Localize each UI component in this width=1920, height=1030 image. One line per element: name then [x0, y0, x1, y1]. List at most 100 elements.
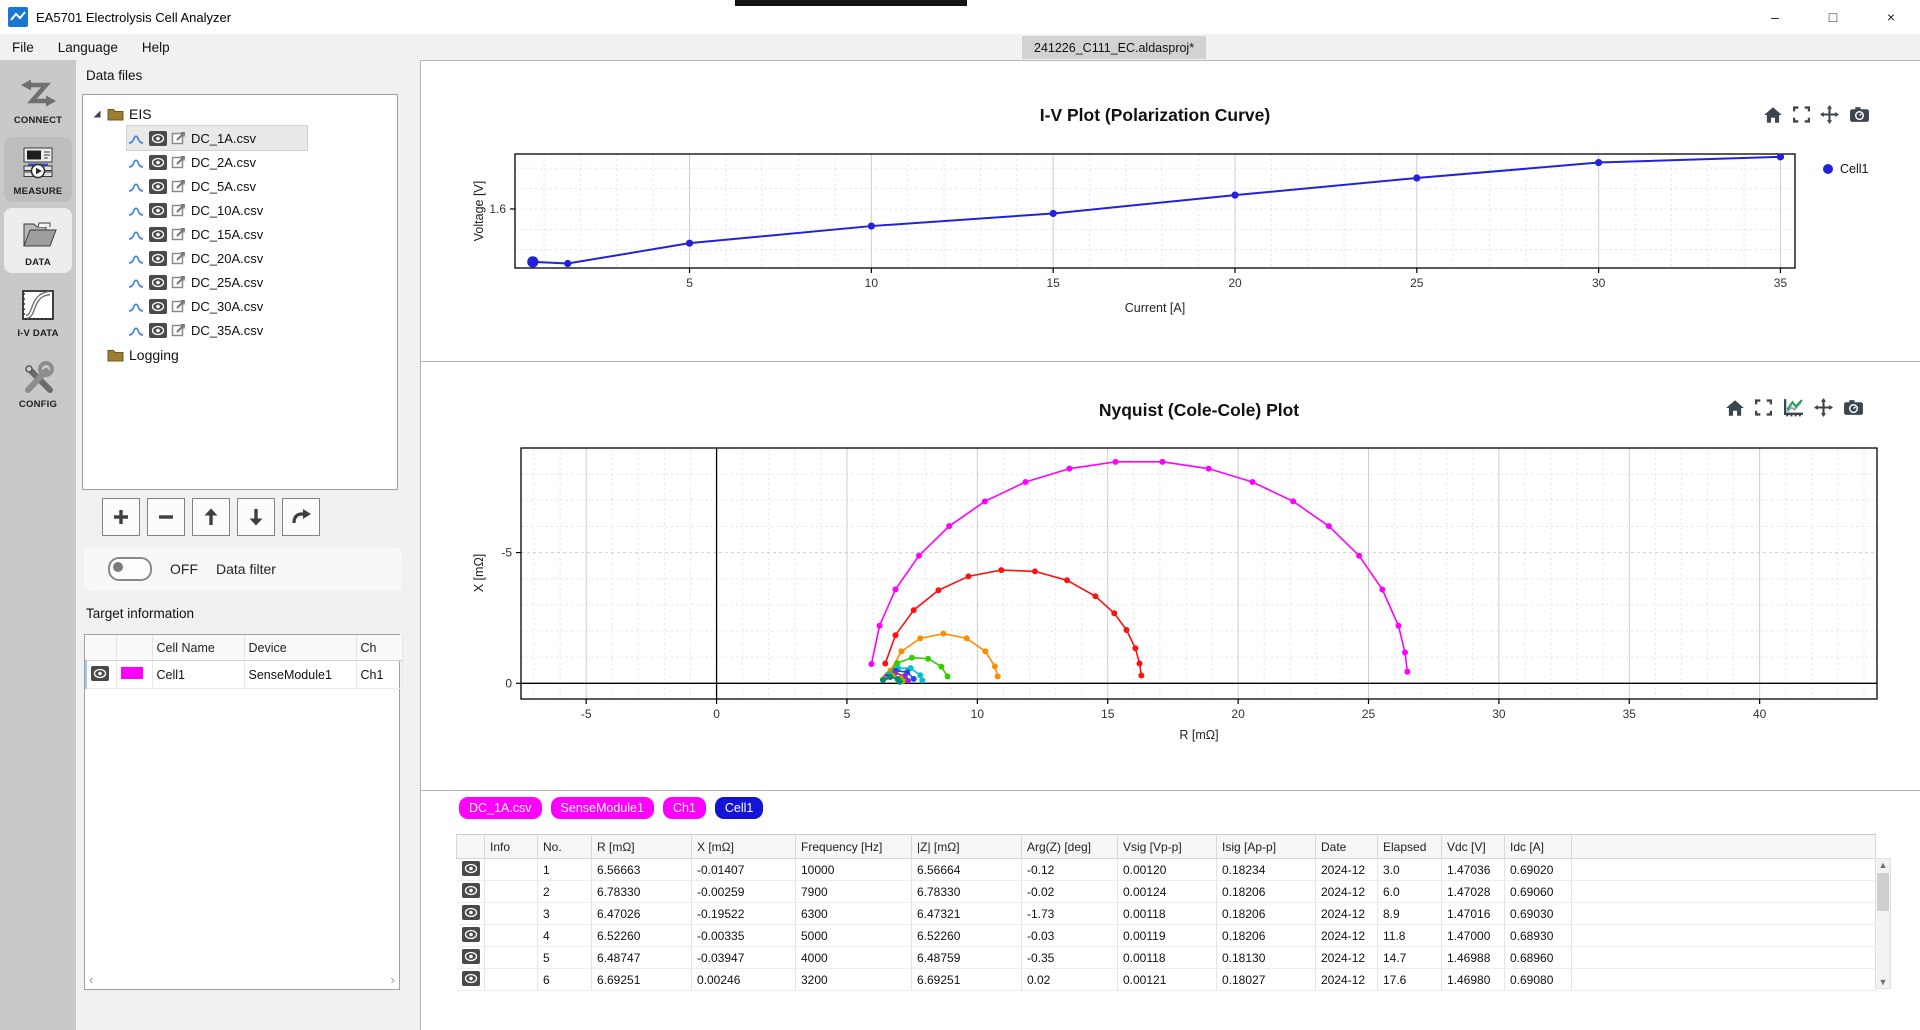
- move-up-button[interactable]: [192, 498, 230, 536]
- home-icon[interactable]: [1763, 106, 1783, 124]
- edit-export-icon[interactable]: [171, 202, 187, 218]
- menu-help[interactable]: Help: [141, 39, 170, 55]
- minimize-button[interactable]: –: [1771, 9, 1779, 25]
- tree-item-file[interactable]: DC_25A.csv: [127, 270, 307, 294]
- export-file-button[interactable]: [282, 498, 320, 536]
- table-column-header[interactable]: Info: [484, 834, 538, 859]
- sidebar-item-iv-data[interactable]: I-V DATA: [4, 279, 72, 344]
- visibility-eye-icon[interactable]: [149, 226, 167, 242]
- menu-language[interactable]: Language: [57, 39, 118, 55]
- visibility-eye-icon[interactable]: [149, 274, 167, 290]
- scroll-down-arrow[interactable]: ▼: [1878, 977, 1888, 987]
- tree-item-file[interactable]: DC_5A.csv: [127, 174, 307, 198]
- table-column-header[interactable]: Isig [Ap-p]: [1216, 834, 1316, 859]
- move-down-button[interactable]: [237, 498, 275, 536]
- table-column-header[interactable]: R [mΩ]: [591, 834, 692, 859]
- visibility-eye-icon[interactable]: [149, 298, 167, 314]
- visibility-eye-icon[interactable]: [149, 322, 167, 338]
- table-row[interactable]: 6 6.69251 0.00246 3200 6.69251 0.02 0.00121 0.1…: [456, 968, 1876, 991]
- scroll-up-arrow[interactable]: ▲: [1878, 860, 1888, 870]
- wave-plot-icon[interactable]: [127, 154, 145, 170]
- sidebar-item-measure[interactable]: MEASURE: [4, 137, 72, 202]
- tree-item-file[interactable]: DC_2A.csv: [127, 150, 307, 174]
- edit-export-icon[interactable]: [171, 154, 187, 170]
- table-row[interactable]: 1 6.56663 -0.01407 10000 6.56664 -0.12 0.00120…: [456, 858, 1876, 881]
- table-column-header[interactable]: Vdc [V]: [1441, 834, 1505, 859]
- table-column-header[interactable]: No.: [537, 834, 592, 859]
- wave-plot-icon[interactable]: [127, 298, 145, 314]
- edit-export-icon[interactable]: [171, 130, 187, 146]
- sidebar-item-data[interactable]: DATA: [4, 208, 72, 273]
- tree-item-file[interactable]: DC_30A.csv: [127, 294, 307, 318]
- edit-export-icon[interactable]: [171, 298, 187, 314]
- tree-item-file[interactable]: DC_1A.csv: [126, 125, 308, 151]
- fullscreen-icon[interactable]: [1755, 399, 1772, 416]
- visibility-eye-icon[interactable]: [461, 971, 480, 986]
- table-row[interactable]: 2 6.78330 -0.00259 7900 6.78330 -0.02 0.00124 0…: [456, 880, 1876, 903]
- home-icon[interactable]: [1725, 399, 1745, 417]
- maximize-button[interactable]: □: [1828, 9, 1838, 25]
- visibility-eye-icon[interactable]: [91, 666, 109, 681]
- camera-snapshot-icon[interactable]: [1843, 399, 1864, 416]
- scroll-left-arrow[interactable]: ‹: [89, 972, 94, 987]
- wave-plot-icon[interactable]: [127, 250, 145, 266]
- autoscale-chart-icon[interactable]: [1782, 398, 1804, 417]
- table-column-header[interactable]: Frequency [Hz]: [795, 834, 912, 859]
- wave-plot-icon[interactable]: [127, 178, 145, 194]
- sidebar-item-config[interactable]: CONFIG: [4, 350, 72, 415]
- measurement-table[interactable]: Info No. R [mΩ] X [mΩ] Frequency [Hz] |Z| [mΩ…: [456, 834, 1876, 991]
- visibility-eye-icon[interactable]: [149, 250, 167, 266]
- tree-folder-eis[interactable]: EIS: [83, 101, 397, 126]
- table-vertical-scrollbar[interactable]: ▲ ▼: [1875, 858, 1891, 989]
- scroll-right-arrow[interactable]: ›: [390, 972, 395, 987]
- camera-snapshot-icon[interactable]: [1849, 106, 1870, 123]
- target-row[interactable]: Cell1 SenseModule1 Ch1: [85, 660, 403, 689]
- project-tab[interactable]: 241226_C111_EC.aldasproj*: [1022, 36, 1207, 59]
- iv-plot-canvas[interactable]: 5 10 15 20 25 30 35 1.6: [421, 61, 1920, 362]
- remove-file-button[interactable]: [147, 498, 185, 536]
- table-column-header[interactable]: X [mΩ]: [691, 834, 796, 859]
- table-column-header[interactable]: Idc [A]: [1504, 834, 1572, 859]
- table-column-header[interactable]: Arg(Z) [deg]: [1021, 834, 1118, 859]
- visibility-eye-icon[interactable]: [149, 178, 167, 194]
- edit-export-icon[interactable]: [171, 250, 187, 266]
- wave-plot-icon[interactable]: [127, 274, 145, 290]
- target-table[interactable]: Cell Name Device Ch Cell1 SenseModule1 C…: [85, 635, 403, 689]
- visibility-eye-icon[interactable]: [461, 905, 480, 920]
- edit-export-icon[interactable]: [171, 322, 187, 338]
- scrollbar-thumb[interactable]: [1877, 873, 1889, 911]
- visibility-eye-icon[interactable]: [149, 202, 167, 218]
- tree-folder-logging[interactable]: Logging: [83, 342, 397, 367]
- table-row[interactable]: 5 6.48747 -0.03947 4000 6.48759 -0.35 0.00118 0…: [456, 946, 1876, 969]
- edit-export-icon[interactable]: [171, 178, 187, 194]
- visibility-eye-icon[interactable]: [461, 883, 480, 898]
- add-file-button[interactable]: [102, 498, 140, 536]
- sidebar-item-connect[interactable]: CONNECT: [4, 66, 72, 131]
- pan-move-icon[interactable]: [1820, 105, 1839, 124]
- table-row[interactable]: 3 6.47026 -0.19522 6300 6.47321 -1.73 0.00118 0…: [456, 902, 1876, 925]
- tree-item-file[interactable]: DC_10A.csv: [127, 198, 307, 222]
- visibility-eye-icon[interactable]: [461, 949, 480, 964]
- file-tree[interactable]: EIS DC_1A.csv DC_2A.csv DC_5A.csv DC_10A.cs…: [82, 94, 398, 490]
- visibility-eye-icon[interactable]: [149, 130, 167, 146]
- visibility-eye-icon[interactable]: [149, 154, 167, 170]
- pan-move-icon[interactable]: [1814, 398, 1833, 417]
- menu-file[interactable]: File: [12, 39, 34, 55]
- wave-plot-icon[interactable]: [127, 202, 145, 218]
- tree-item-file[interactable]: DC_20A.csv: [127, 246, 307, 270]
- data-filter-toggle[interactable]: [108, 557, 152, 581]
- wave-plot-icon[interactable]: [127, 226, 145, 242]
- table-column-header[interactable]: Vsig [Vp-p]: [1117, 834, 1217, 859]
- edit-export-icon[interactable]: [171, 274, 187, 290]
- edit-export-icon[interactable]: [171, 226, 187, 242]
- table-column-header[interactable]: Elapsed: [1377, 834, 1442, 859]
- nyquist-plot-canvas[interactable]: -5 0 5 10 15 20 25 30 35 40 -5 0: [421, 362, 1920, 791]
- tree-item-file[interactable]: DC_35A.csv: [127, 318, 307, 342]
- table-row[interactable]: 4 6.52260 -0.00335 5000 6.52260 -0.03 0.00119 0…: [456, 924, 1876, 947]
- fullscreen-icon[interactable]: [1793, 106, 1810, 123]
- visibility-eye-icon[interactable]: [461, 861, 480, 876]
- close-button[interactable]: ×: [1886, 9, 1896, 25]
- wave-plot-icon[interactable]: [127, 322, 145, 338]
- tree-item-file[interactable]: DC_15A.csv: [127, 222, 307, 246]
- visibility-eye-icon[interactable]: [461, 927, 480, 942]
